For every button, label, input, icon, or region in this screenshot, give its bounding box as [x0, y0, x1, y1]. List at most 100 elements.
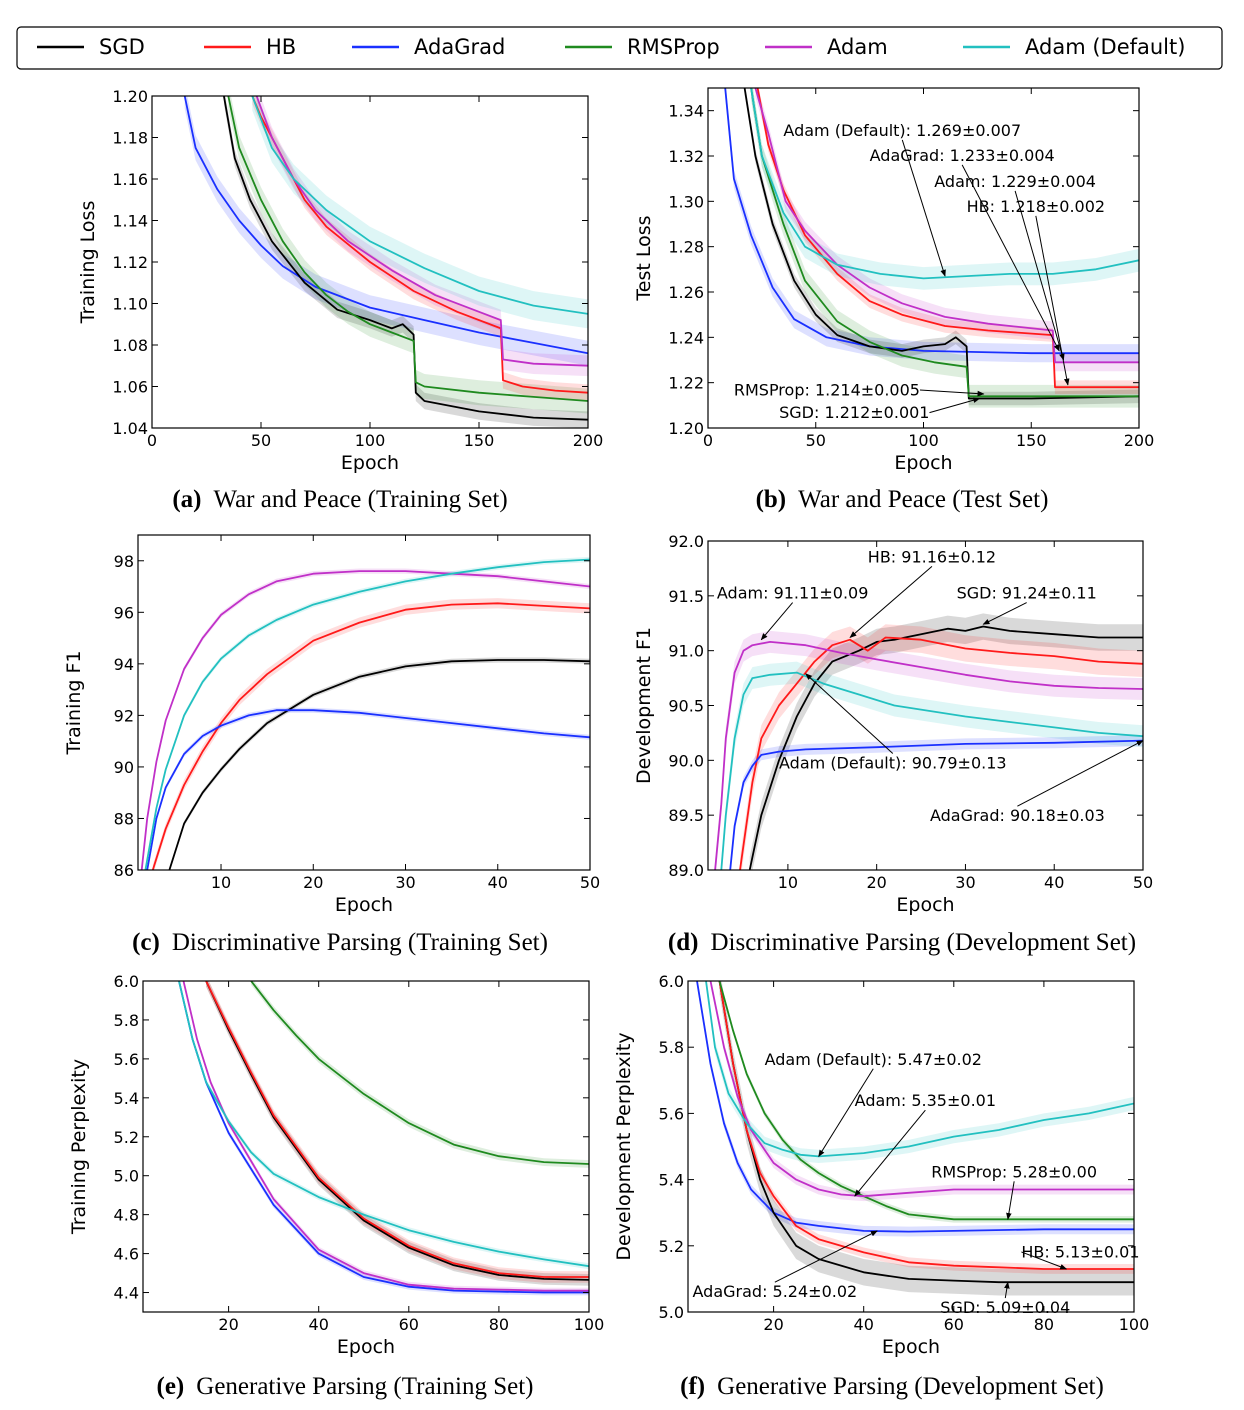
ytick-label: 1.22 — [668, 374, 704, 393]
band-e-adam — [183, 981, 589, 1294]
ytick-label: 4.8 — [114, 1206, 139, 1225]
ytick-label: 5.0 — [659, 1303, 684, 1322]
plot-area-f — [696, 981, 1134, 1296]
series-c-sgd — [168, 659, 590, 870]
annotation-f-1: Adam: 5.35±0.01 — [855, 1091, 996, 1110]
legend: SGD HB AdaGrad RMSProp Adam Adam (Default) — [16, 26, 1223, 70]
ytick-label: 90.0 — [668, 751, 704, 770]
series-a-sgd — [223, 96, 588, 421]
ytick-label: 1.10 — [112, 295, 148, 314]
band-b-sgd — [744, 88, 1139, 406]
legend-label-sgd: SGD — [99, 35, 145, 59]
series-e-adam-default — [178, 981, 589, 1268]
annotation-arrow-d-3 — [805, 673, 894, 754]
band-b-adam — [755, 88, 1139, 372]
band-c-hb — [152, 598, 590, 870]
annotation-b-2: Adam: 1.229±0.004 — [934, 172, 1096, 191]
legend-label-hb: HB — [266, 35, 296, 59]
series-f-adagrad — [696, 981, 1134, 1233]
yaxis-label-c: Training F1 — [63, 650, 85, 755]
legend-label-adam-default: Adam (Default) — [1025, 35, 1185, 59]
ytick-label: 1.20 — [668, 419, 704, 438]
xtick-label: 40 — [488, 873, 508, 892]
xtick-label: 10 — [211, 873, 231, 892]
ytick-label: 90.5 — [668, 697, 704, 716]
legend-label-adam: Adam — [827, 35, 888, 59]
band-d-adam — [715, 630, 1143, 870]
series-c-adam-default — [144, 558, 590, 870]
panel-f: 20 40 60 80 100 5.0 5.2 5.4 5.6 5.8 6.0 Epoch Develo… — [613, 972, 1149, 1400]
series-d-adam — [714, 641, 1143, 870]
annotation-arrow-f-1 — [854, 1109, 926, 1197]
xaxis-label-e: Epoch — [337, 1336, 395, 1358]
ytick-label: 1.28 — [668, 238, 704, 257]
annotation-f-5: SGD: 5.09±0.04 — [940, 1298, 1070, 1317]
yaxis-label-e: Training Perplexity — [68, 1059, 90, 1235]
xtick-label: 40 — [1044, 873, 1064, 892]
annotation-f-4: AdaGrad: 5.24±0.02 — [693, 1282, 858, 1301]
ytick-label: 88 — [114, 809, 134, 828]
ytick-label: 94 — [114, 655, 134, 674]
xtick-label: 60 — [944, 1315, 964, 1334]
caption-text-f: Generative Parsing (Development Set) — [717, 1373, 1104, 1400]
ytick-label: 1.24 — [668, 328, 704, 347]
band-a-adam-default — [252, 96, 588, 329]
plot-area-d — [714, 613, 1143, 870]
yaxis-label-d: Development F1 — [633, 627, 655, 784]
ytick-label: 92.0 — [668, 532, 704, 551]
annotation-arrow-b-1 — [961, 164, 1060, 352]
series-c-adagrad — [146, 709, 590, 870]
legend-label-adagrad: AdaGrad — [414, 35, 505, 59]
series-c-hb — [151, 602, 590, 870]
annotation-arrow-b-5 — [929, 397, 981, 414]
ytick-label: 1.26 — [668, 283, 704, 302]
series-e-rmsprop — [250, 981, 589, 1165]
ytick-label: 5.6 — [114, 1050, 139, 1069]
xaxis-label-c: Epoch — [335, 894, 393, 916]
xtick-label: 0 — [147, 431, 157, 450]
caption-label-c: (c) — [132, 929, 160, 956]
annotation-arrow-b-3 — [1035, 215, 1070, 386]
annotation-arrow-d-0 — [760, 602, 794, 641]
caption-c: (c) Discriminative Parsing (Training Set) — [132, 929, 548, 956]
band-b-hb — [757, 88, 1139, 394]
xtick-label: 150 — [464, 431, 495, 450]
caption-text-a: War and Peace (Training Set) — [213, 486, 507, 513]
annotation-d-1: HB: 91.16±0.12 — [868, 547, 996, 566]
axes-frame-c — [137, 534, 591, 871]
annotation-arrow-d-1 — [849, 565, 933, 638]
xtick-label: 50 — [806, 431, 826, 450]
ytick-label: 89.5 — [668, 806, 704, 825]
panel-e: 20 40 60 80 100 4.4 4.6 4.8 5.0 5.2 5.4 5.6 5.8 6.0 Ep… — [68, 972, 604, 1400]
series-b-adam-default — [750, 88, 1139, 280]
plot-area-c — [140, 556, 590, 870]
plot-area-a — [183, 96, 588, 428]
ytick-label: 6.0 — [114, 972, 139, 991]
ytick-label: 86 — [114, 861, 134, 880]
caption-text-c: Discriminative Parsing (Training Set) — [172, 929, 548, 956]
ytick-label: 96 — [114, 603, 134, 622]
caption-a: (a) War and Peace (Training Set) — [172, 486, 507, 513]
ytick-label: 90 — [114, 758, 134, 777]
ytick-label: 5.6 — [659, 1104, 684, 1123]
xtick-label: 100 — [908, 431, 939, 450]
ytick-label: 1.08 — [112, 336, 148, 355]
caption-label-a: (a) — [172, 486, 201, 513]
annotation-arrow-b-4 — [919, 389, 985, 397]
annotation-arrow-d-2 — [982, 602, 1027, 625]
band-d-adam-default — [721, 661, 1143, 870]
series-e-hb — [205, 981, 589, 1278]
annotation-arrow-f-5 — [1004, 1281, 1010, 1299]
ytick-label: 98 — [114, 552, 134, 571]
series-e-adam — [182, 981, 589, 1292]
xtick-label: 20 — [303, 873, 323, 892]
band-a-rmsprop — [228, 96, 588, 414]
ytick-label: 1.20 — [112, 87, 148, 106]
xtick-label: 20 — [763, 1315, 783, 1334]
axes-frame-e — [142, 980, 590, 1313]
ytick-label: 4.4 — [114, 1284, 139, 1303]
ytick-label: 1.32 — [668, 147, 704, 166]
series-a-adam-default — [251, 96, 588, 315]
band-c-sgd — [169, 657, 590, 870]
annotation-arrow-b-2 — [1014, 190, 1065, 361]
